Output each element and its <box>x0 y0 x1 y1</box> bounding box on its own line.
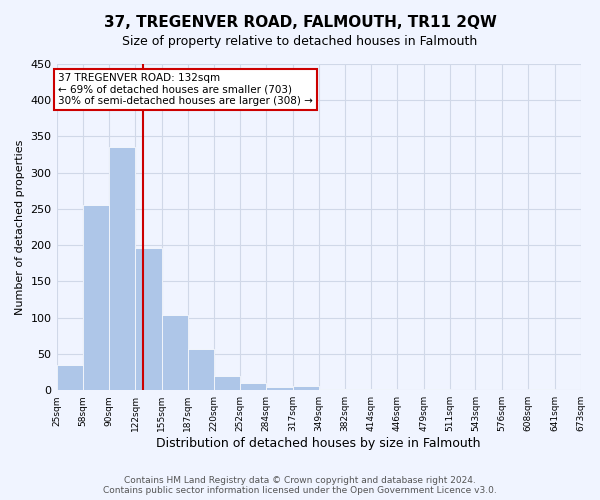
Bar <box>240 383 266 390</box>
Bar <box>214 376 240 390</box>
Bar <box>109 148 135 390</box>
Text: Contains HM Land Registry data © Crown copyright and database right 2024.
Contai: Contains HM Land Registry data © Crown c… <box>103 476 497 495</box>
Bar <box>161 315 188 390</box>
Text: Size of property relative to detached houses in Falmouth: Size of property relative to detached ho… <box>122 35 478 48</box>
Bar <box>528 389 554 390</box>
Y-axis label: Number of detached properties: Number of detached properties <box>15 140 25 315</box>
X-axis label: Distribution of detached houses by size in Falmouth: Distribution of detached houses by size … <box>156 437 481 450</box>
Bar <box>135 248 161 390</box>
Bar <box>319 389 345 390</box>
Text: 37, TREGENVER ROAD, FALMOUTH, TR11 2QW: 37, TREGENVER ROAD, FALMOUTH, TR11 2QW <box>104 15 496 30</box>
Bar <box>188 349 214 390</box>
Bar <box>56 365 83 390</box>
Bar <box>83 204 109 390</box>
Text: 37 TREGENVER ROAD: 132sqm
← 69% of detached houses are smaller (703)
30% of semi: 37 TREGENVER ROAD: 132sqm ← 69% of detac… <box>58 72 313 106</box>
Bar <box>293 386 319 390</box>
Bar <box>266 386 293 390</box>
